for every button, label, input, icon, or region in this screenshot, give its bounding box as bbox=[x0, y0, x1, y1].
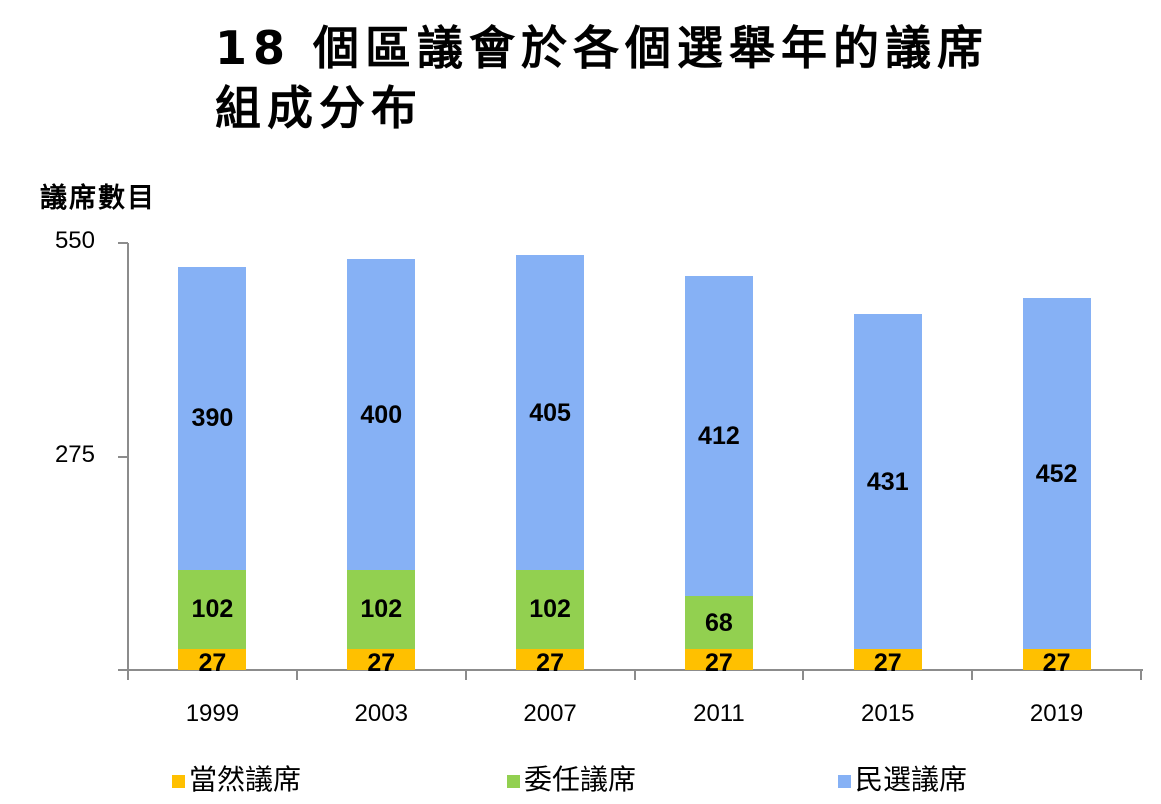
legend-item-2: 民選議席 bbox=[838, 758, 967, 798]
data-label: 27 bbox=[873, 648, 902, 677]
data-label: 452 bbox=[1035, 459, 1078, 488]
data-label: 102 bbox=[529, 595, 571, 624]
data-label: 27 bbox=[1042, 648, 1071, 677]
x-axis-tick bbox=[464, 670, 467, 680]
bar-2011: 27 68 412 bbox=[684, 276, 753, 676]
bar-segment: 400 bbox=[347, 259, 416, 570]
data-label: 405 bbox=[529, 398, 571, 427]
data-label: 27 bbox=[367, 648, 396, 677]
y-axis-line bbox=[127, 243, 129, 680]
data-label: 27 bbox=[705, 648, 733, 677]
bar-segment: 431 bbox=[853, 314, 922, 650]
data-label: 102 bbox=[191, 595, 234, 624]
bar-2007: 27 102 405 bbox=[516, 255, 585, 676]
data-label: 27 bbox=[198, 648, 227, 677]
bar-segment: 452 bbox=[1022, 298, 1091, 650]
legend-label: 民選議席 bbox=[855, 763, 968, 796]
x-axis-label-2015: 2015 bbox=[861, 700, 915, 727]
bar-segment: 27 bbox=[684, 649, 753, 676]
data-label: 102 bbox=[360, 595, 403, 624]
y-axis-tick-label: 550 bbox=[54, 227, 95, 254]
bar-segment: 68 bbox=[684, 596, 753, 650]
y-axis-tick-label: 275 bbox=[54, 440, 95, 468]
bar-1999: 27 102 390 bbox=[178, 267, 247, 676]
data-label: 27 bbox=[536, 648, 564, 677]
data-label: 412 bbox=[698, 422, 740, 451]
bar-segment: 27 bbox=[1022, 649, 1091, 676]
x-axis-line bbox=[118, 669, 1143, 671]
legend-label: 當然議席 bbox=[189, 763, 302, 796]
data-label: 68 bbox=[705, 608, 733, 637]
bar-segment: 27 bbox=[516, 649, 585, 676]
bar-2003: 27 102 400 bbox=[347, 259, 416, 676]
x-axis-tick bbox=[127, 670, 129, 680]
y-axis-label: 議席數目 bbox=[40, 183, 156, 214]
bar-segment: 27 bbox=[853, 649, 922, 676]
x-axis-label-2019: 2019 bbox=[1029, 700, 1084, 727]
bar-segment: 390 bbox=[178, 267, 247, 570]
legend-swatch-icon bbox=[507, 774, 520, 788]
x-axis-tick bbox=[633, 670, 636, 680]
x-axis-tick bbox=[295, 670, 298, 680]
bar-segment: 27 bbox=[347, 649, 416, 676]
y-axis-tick bbox=[118, 242, 128, 244]
legend: 當然議席 委任議席 民選議席 bbox=[0, 758, 1161, 798]
legend-swatch-icon bbox=[172, 774, 185, 788]
x-axis-tick bbox=[1140, 670, 1142, 680]
legend-swatch-icon bbox=[838, 774, 851, 788]
x-axis-tick bbox=[802, 670, 805, 680]
bar-segment: 102 bbox=[347, 569, 416, 650]
x-axis-label-2003: 2003 bbox=[354, 700, 408, 727]
legend-item-1: 委任議席 bbox=[507, 758, 636, 798]
bar-segment: 27 bbox=[178, 649, 247, 676]
chart-title-line-1: 18 個區議會於各個選舉年的議席 bbox=[215, 21, 990, 75]
bar-segment: 102 bbox=[178, 569, 247, 650]
data-label: 431 bbox=[866, 467, 909, 496]
x-axis-label-2007: 2007 bbox=[523, 700, 577, 727]
bar-2015: 27 431 bbox=[853, 314, 922, 676]
bar-segment: 405 bbox=[516, 255, 585, 570]
bar-2019: 27 452 bbox=[1022, 298, 1091, 676]
x-axis-label-2011: 2011 bbox=[693, 700, 745, 727]
y-axis-tick bbox=[118, 455, 128, 458]
bar-segment: 412 bbox=[684, 276, 753, 597]
chart-title: 18 個區議會於各個選舉年的議席 組成分布 bbox=[215, 18, 1115, 138]
bar-segment: 102 bbox=[516, 569, 585, 650]
x-axis-label-1999: 1999 bbox=[185, 700, 240, 727]
chart-title-line-2: 組成分布 bbox=[215, 81, 423, 135]
data-label: 390 bbox=[191, 404, 234, 433]
legend-label: 委任議席 bbox=[524, 763, 637, 796]
legend-item-0: 當然議席 bbox=[172, 758, 301, 798]
data-label: 400 bbox=[360, 400, 403, 429]
x-axis-tick bbox=[971, 670, 974, 680]
